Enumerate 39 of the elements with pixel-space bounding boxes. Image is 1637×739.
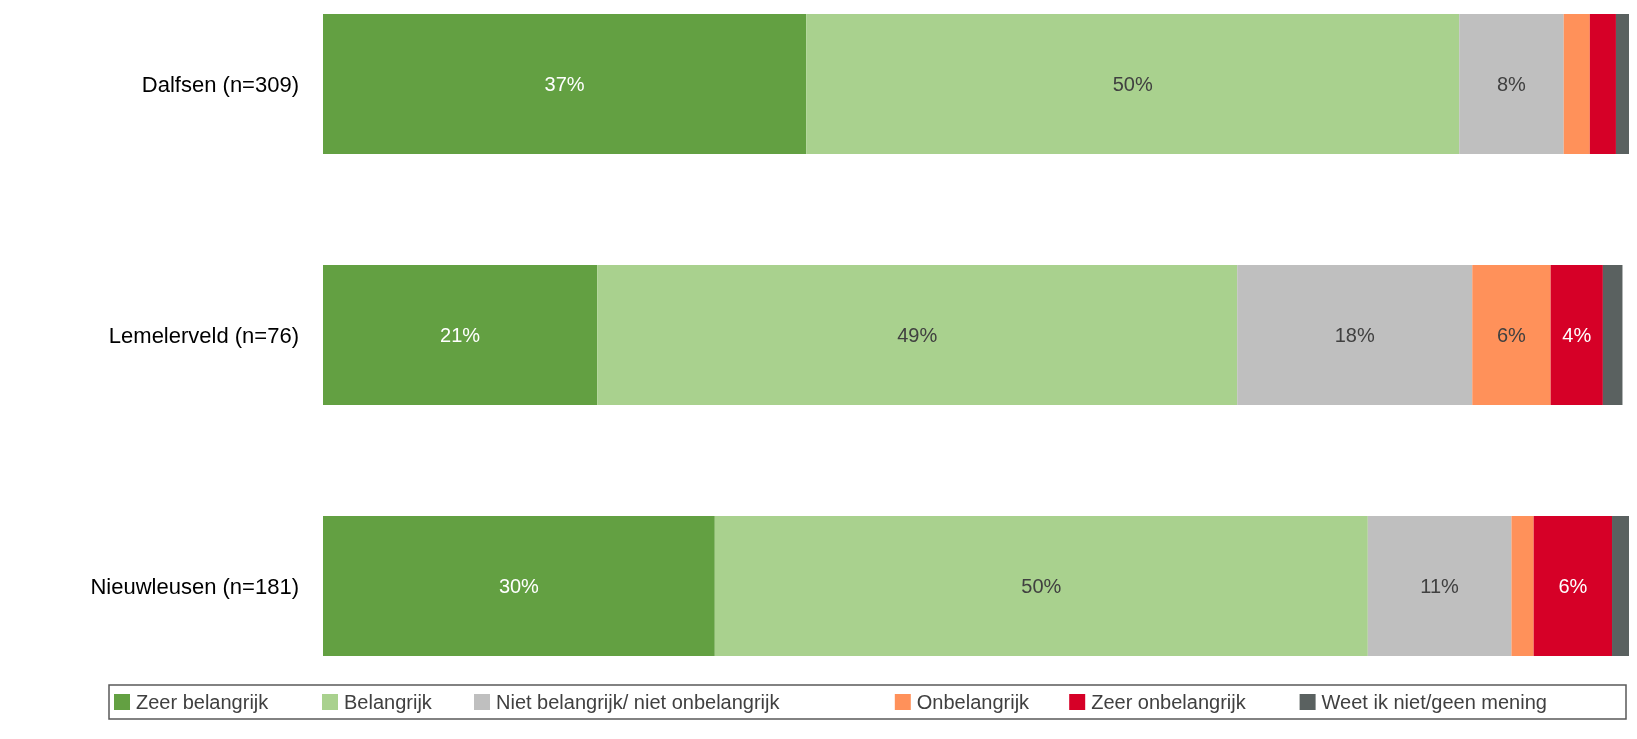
data-label: 30% — [498, 575, 540, 597]
bar — [323, 516, 715, 656]
data-label: 11% — [1420, 575, 1460, 597]
bar — [1533, 516, 1613, 656]
data-label: 49% — [897, 324, 938, 346]
y-tick-label: Lemelerveld (n=76) — [108, 322, 299, 348]
data-label: 6% — [1497, 324, 1527, 346]
y-tick-label: Nieuwleusen (n=181) — [90, 573, 299, 599]
bar — [1563, 14, 1590, 154]
legend-label: Zeer belangrijk — [136, 691, 270, 713]
data-label: 37% — [544, 73, 585, 95]
bar — [1615, 14, 1629, 154]
data-label: 21% — [440, 324, 481, 346]
bar — [1602, 265, 1623, 405]
data-label: 18% — [1334, 324, 1375, 346]
data-label: 4% — [1562, 324, 1592, 346]
data-label: 8% — [1497, 73, 1527, 95]
bar — [1237, 265, 1473, 405]
legend-label: Niet belangrijk/ niet onbelangrijk — [496, 691, 781, 713]
bar — [1367, 516, 1512, 656]
bar — [1612, 516, 1629, 656]
legend-label: Onbelangrijk — [916, 691, 1031, 713]
bar — [806, 14, 1460, 154]
legend-label: Zeer onbelangrijk — [1091, 691, 1247, 713]
y-tick-label: Dalfsen (n=309) — [141, 71, 299, 97]
data-label: 6% — [1558, 575, 1588, 597]
legend-label: Belangrijk — [344, 691, 433, 713]
bar — [1550, 265, 1603, 405]
bar — [597, 265, 1238, 405]
bar — [714, 516, 1368, 656]
bar — [1472, 265, 1551, 405]
data-label: 50% — [1112, 73, 1153, 95]
legend-label: Weet ik niet/geen mening — [1321, 691, 1547, 713]
bar — [1589, 14, 1616, 154]
data-label: 50% — [1021, 575, 1062, 597]
bar — [323, 265, 598, 405]
bar — [1459, 14, 1564, 154]
bar — [1511, 516, 1534, 656]
bar — [323, 14, 807, 154]
